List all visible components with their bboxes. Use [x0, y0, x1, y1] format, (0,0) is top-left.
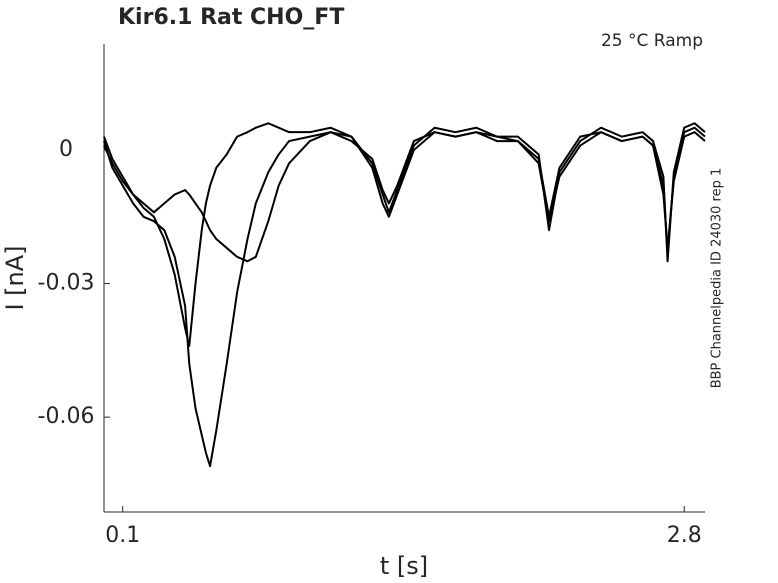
y-tick-label: 0: [59, 137, 73, 162]
annotation: 25 °C Ramp: [601, 31, 703, 51]
y-axis-label: I [nA]: [1, 245, 29, 310]
chart-title: Kir6.1 Rat CHO_FT: [118, 5, 344, 30]
trace-line: [103, 131, 706, 263]
y-tick-label: -0.06: [38, 404, 95, 429]
x-tick-label: 0.1: [105, 523, 140, 548]
x-tick-label: 2.8: [667, 523, 702, 548]
y-tick-label: -0.03: [38, 271, 95, 296]
side-note: BBP Channelpedia ID 24030 rep 1: [710, 168, 725, 389]
x-axis-label: t [s]: [380, 552, 428, 580]
